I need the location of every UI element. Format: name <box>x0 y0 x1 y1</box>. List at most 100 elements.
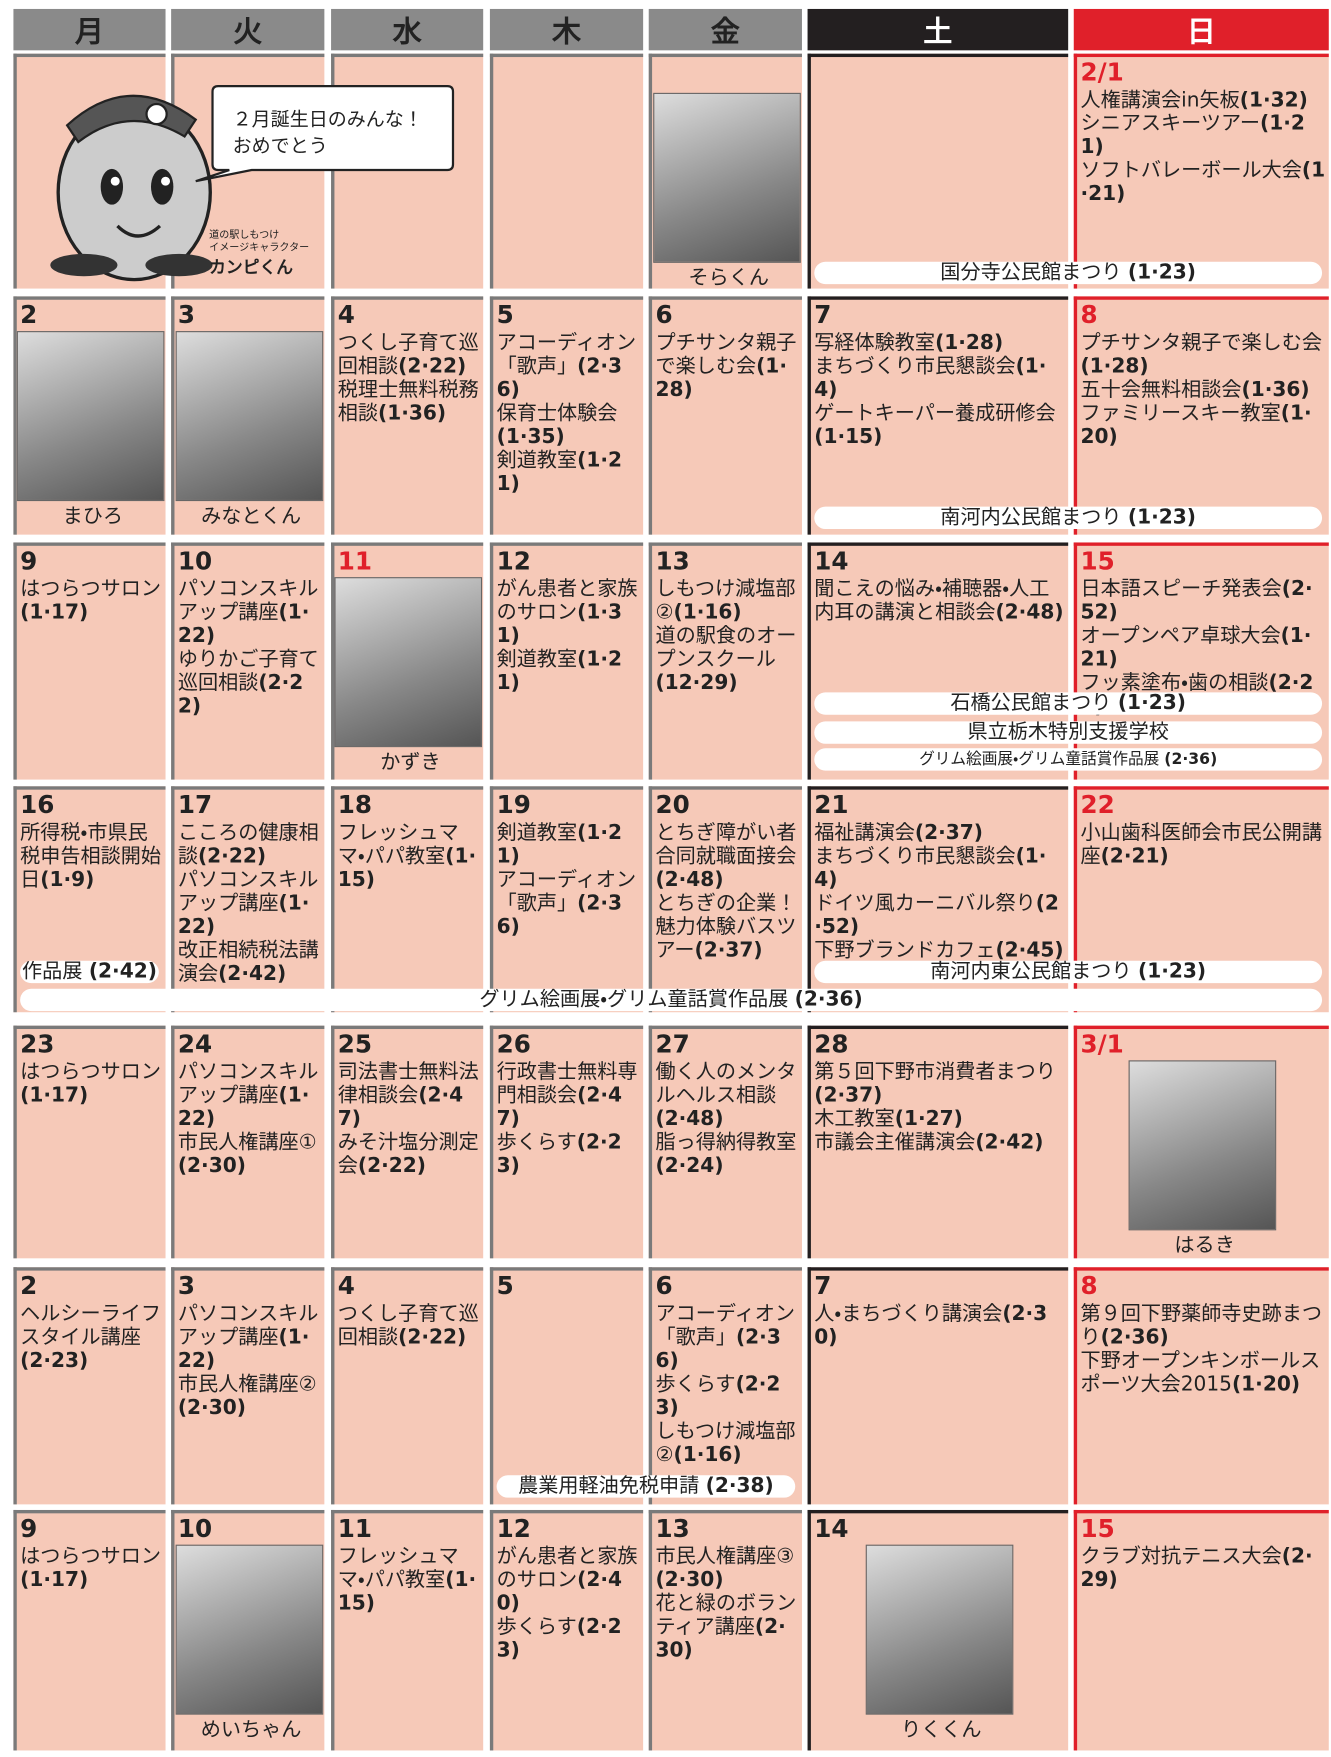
event-code: (1·36) <box>378 401 447 426</box>
day-cell: 7 写経体験教室(1·28) まちづくり市民懇談会(1·4) ゲートキーパー養成研修会… <box>807 296 1069 535</box>
event-code: (1·15) <box>337 844 477 892</box>
photo <box>16 331 165 502</box>
event: 市民人権講座③(2·30) <box>655 1545 798 1592</box>
event-code: (2·30) <box>177 1154 246 1178</box>
day-cell: 3/1 はるき <box>1073 1025 1329 1259</box>
photo-caption: はるき <box>1174 1233 1235 1258</box>
event: 所得税・市県民税申告相談開始日(1·9) <box>20 821 162 891</box>
event: フレッシュママ・パパ教室(1·15) <box>338 821 480 891</box>
event-code: (2·23) <box>20 1348 89 1373</box>
event-code: (1·16) <box>673 600 742 625</box>
event-name: 働く人のメンタルヘルス相談 <box>655 1060 797 1108</box>
day-cell <box>489 53 644 289</box>
event-name: 木工教室 <box>814 1107 895 1131</box>
event: 第９回下野薬師寺史跡まつり(2·36) <box>1080 1302 1325 1349</box>
day-cell: 20 とちぎ障がい者合同就職面接会(2·48) とちぎの企業！魅力体験バスツアー(2… <box>648 786 802 1013</box>
event-name: 歩くらす <box>655 1372 736 1396</box>
event-name: 第５回下野市消費者まつり <box>814 1060 1056 1084</box>
event-name: 剣道教室 <box>496 448 578 473</box>
event-code: (2·29) <box>1080 1544 1313 1592</box>
event: 行政書士無料専門相談会(2·47) <box>497 1060 640 1130</box>
event: パソコンスキルアップ講座(1·22) <box>178 1060 321 1130</box>
photo-caption: みなとくん <box>201 504 302 528</box>
date: 16 <box>20 791 55 820</box>
event: プチサンタ親子で楽しむ会(1·28) <box>655 331 798 401</box>
event-code: (2·23) <box>496 1615 622 1663</box>
date: 19 <box>496 791 531 820</box>
event-code: (1·21) <box>1080 111 1305 159</box>
event-name: 税理士無料税務相談 <box>337 378 479 426</box>
event-code: (1·20) <box>1080 401 1312 449</box>
day-cell: 15 クラブ対抗テニス大会(2·29) <box>1073 1509 1329 1751</box>
event: パソコンスキルアップ講座(1·22) <box>178 868 321 938</box>
banner: グリム絵画展・グリム童話賞作品展 (2·36) <box>814 748 1323 771</box>
event-name: フレッシュママ・パパ教室 <box>337 820 459 868</box>
event-name: 剣道教室 <box>496 647 578 672</box>
event-name: ゲートキーパー養成研修会 <box>814 401 1056 426</box>
photo-caption: そらくん <box>688 266 769 289</box>
event-name: つくし子育て巡回相談 <box>337 1301 479 1349</box>
banner-name: 県立栃木特別支援学校 <box>967 721 1169 744</box>
banner: 作品展 (2·42) <box>20 960 159 984</box>
photo <box>652 92 801 263</box>
banner-code: (2·38) <box>705 1475 774 1498</box>
date: 3 <box>177 1272 195 1301</box>
banner: 県立栃木特別支援学校 <box>814 721 1323 744</box>
event-name: 人・まちづくり講演会 <box>814 1301 1003 1326</box>
event-name: ソフトバレーボール大会 <box>1080 158 1302 183</box>
day-cell: そらくん <box>648 53 802 289</box>
day-cell: 9 はつらつサロン(1·17) <box>13 1509 166 1751</box>
date: 14 <box>814 548 849 577</box>
event-code: (2·48) <box>655 867 724 892</box>
event-code: (1·22) <box>177 1325 310 1373</box>
date: 6 <box>655 301 673 330</box>
banner-name: 石橋公民館まつり <box>950 692 1112 715</box>
event-name: こころの健康相談 <box>177 820 319 868</box>
day-cell: 7 人・まちづくり講演会(2·30) <box>807 1267 1069 1505</box>
event: みそ汁塩分測定会(2·22) <box>338 1131 480 1178</box>
banner-name: 作品展 <box>22 960 83 984</box>
banner-name: 南河内東公民館まつり <box>930 960 1132 984</box>
event: ソフトバレーボール大会(1·21) <box>1080 159 1325 206</box>
event-name: 市民人権講座② <box>177 1372 317 1396</box>
event: つくし子育て巡回相談(2·22) <box>338 331 480 378</box>
event-code: (2·30) <box>655 1615 786 1663</box>
day-cell: 4 つくし子育て巡回相談(2·22) <box>331 1267 484 1505</box>
event: 小山歯科医師会市民公開講座(2·21) <box>1080 821 1325 868</box>
event: 道の駅食のオープンスクール(12·29) <box>655 624 798 694</box>
event-code: (2·37) <box>814 1083 883 1108</box>
event-name: クラブ対抗テニス大会 <box>1080 1544 1282 1569</box>
event-name: フッ素塗布・歯の相談 <box>1080 671 1269 695</box>
event-name: はつらつサロン <box>20 577 162 601</box>
event: 働く人のメンタルヘルス相談(2·48) <box>655 1060 798 1130</box>
date: 11 <box>337 548 373 577</box>
event: アコーディオン「歌声」(2·36) <box>497 868 640 938</box>
date: 2/1 <box>1080 59 1124 88</box>
event: まちづくり市民懇談会(1·4) <box>814 355 1065 402</box>
event-name: フレッシュママ・パパ教室 <box>337 1544 459 1592</box>
day-cell: 27 働く人のメンタルヘルス相談(2·48) 脂っ得納得教室(2·24) <box>648 1025 802 1259</box>
event-name: 第９回下野薬師寺史跡まつり <box>1080 1301 1323 1349</box>
event-code: (2·42) <box>218 961 287 986</box>
event: 歩くらす(2·23) <box>497 1131 640 1178</box>
event-name: まちづくり市民懇談会 <box>814 844 1016 868</box>
event-name: ヘルシーライフスタイル講座 <box>20 1301 162 1349</box>
date: 15 <box>1080 548 1115 577</box>
event-code: (1·32) <box>1239 88 1308 112</box>
event-code: (2·22) <box>398 1325 467 1349</box>
banner-code: (1·23) <box>1117 692 1186 715</box>
event-code: (1·21) <box>1080 624 1312 672</box>
event: ドイツ風カーニバル祭り(2·52) <box>814 891 1065 938</box>
event: パソコンスキルアップ講座(1·22) <box>178 1302 321 1372</box>
character <box>50 85 455 282</box>
event: プチサンタ親子で楽しむ会(1·28) <box>1080 331 1325 378</box>
event-name: はつらつサロン <box>20 1060 162 1084</box>
event-name: シニアスキーツアー <box>1080 111 1261 136</box>
event: オープンペア卓球大会(1·21) <box>1080 624 1325 671</box>
day-cell: 10 めいちゃん <box>171 1509 325 1751</box>
event-name: 下野ブランドカフェ <box>814 938 996 962</box>
day-cell: 2 まひろ <box>13 296 166 535</box>
banner-code: (2·36) <box>794 988 863 1012</box>
date: 2 <box>20 301 38 330</box>
day-cell: 3 パソコンスキルアップ講座(1·22) 市民人権講座②(2·30) <box>171 1267 325 1505</box>
